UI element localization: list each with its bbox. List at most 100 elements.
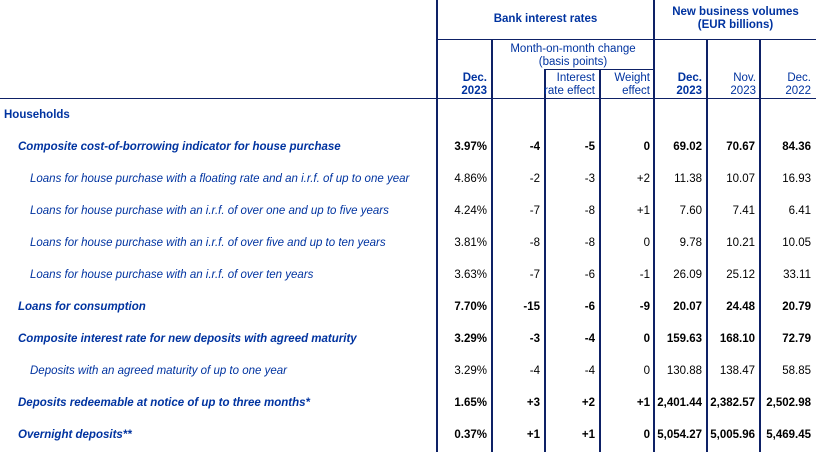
mom-change-value: +1 bbox=[526, 429, 540, 441]
nbv-line1: New business volumes bbox=[672, 6, 799, 18]
column-header-vol-dec-2022: Dec. 2022 bbox=[760, 72, 811, 98]
column-header-weight-effect: Weight effect bbox=[600, 72, 650, 98]
col-line2: 2023 bbox=[461, 85, 487, 97]
mom-change-value: -7 bbox=[529, 269, 540, 281]
divider-vertical-we bbox=[599, 70, 601, 452]
table-body: Households Composite cost-of-borrowing i… bbox=[0, 99, 816, 451]
group-header-new-business-volumes: New business volumes (EUR billions) bbox=[655, 6, 816, 32]
volume-nov-2023: 138.47 bbox=[719, 365, 755, 377]
table-row-cocb-house-purchase: Composite cost-of-borrowing indicator fo… bbox=[0, 131, 816, 163]
weight-effect-value: 0 bbox=[643, 429, 650, 441]
mom-change-value: -4 bbox=[529, 365, 540, 377]
divider-vertical-main-mid bbox=[653, 0, 655, 452]
interest-rate-effect-value: -5 bbox=[584, 141, 595, 153]
col-line1: Interest bbox=[556, 72, 595, 84]
table-row-irf-one-to-five: Loans for house purchase with an i.r.f. … bbox=[0, 195, 816, 227]
volume-dec-2023: 26.09 bbox=[673, 269, 702, 281]
interest-rate-effect-value: -4 bbox=[584, 365, 595, 377]
volume-dec-2022: 58.85 bbox=[782, 365, 811, 377]
weight-effect-value: 0 bbox=[643, 365, 650, 377]
mom-change-value: -7 bbox=[529, 205, 540, 217]
weight-effect-value: 0 bbox=[643, 333, 650, 345]
weight-effect-value: +2 bbox=[636, 173, 650, 185]
nbv-line2: (EUR billions) bbox=[697, 19, 774, 31]
table-row-deposits-redeemable: Deposits redeemable at notice of up to t… bbox=[0, 387, 816, 419]
volume-nov-2023: 24.48 bbox=[726, 301, 755, 313]
weight-effect-value: 0 bbox=[643, 141, 650, 153]
row-label: Loans for house purchase with an i.r.f. … bbox=[30, 269, 314, 281]
column-header-vol-nov-2023: Nov. 2023 bbox=[707, 72, 756, 98]
volume-dec-2023: 2,401.44 bbox=[657, 397, 702, 409]
col-line2: 2023 bbox=[676, 85, 702, 97]
interest-rate-effect-value: -3 bbox=[584, 173, 595, 185]
divider-vertical-dec22 bbox=[759, 40, 761, 452]
row-label: Composite cost-of-borrowing indicator fo… bbox=[18, 141, 341, 153]
row-label: Overnight deposits** bbox=[18, 429, 132, 441]
mom-change-value: -8 bbox=[529, 237, 540, 249]
mom-line2: (basis points) bbox=[538, 56, 608, 68]
row-label: Composite interest rate for new deposits… bbox=[18, 333, 357, 345]
interest-rate-effect-value: +1 bbox=[581, 429, 595, 441]
col-line2: 2022 bbox=[785, 85, 811, 97]
interest-rate-effect-value: -4 bbox=[584, 333, 595, 345]
divider-horizontal-header-bottom bbox=[0, 97, 816, 99]
volume-nov-2023: 2,382.57 bbox=[710, 397, 755, 409]
col-line2: rate effect bbox=[544, 85, 595, 97]
volume-dec-2023: 7.60 bbox=[679, 205, 702, 217]
volume-dec-2022: 2,502.98 bbox=[766, 397, 811, 409]
mom-change-value: -4 bbox=[529, 141, 540, 153]
rate-value: 3.97% bbox=[454, 141, 487, 153]
volume-nov-2023: 10.07 bbox=[726, 173, 755, 185]
weight-effect-value: -1 bbox=[639, 269, 650, 281]
volume-dec-2023: 11.38 bbox=[674, 173, 702, 185]
rate-value: 1.65% bbox=[454, 397, 487, 409]
interest-rate-effect-value: -6 bbox=[584, 269, 595, 281]
row-label: Loans for house purchase with a floating… bbox=[30, 173, 410, 185]
divider-horizontal-group bbox=[436, 38, 816, 40]
weight-effect-value: +1 bbox=[636, 205, 650, 217]
weight-effect-value: 0 bbox=[643, 237, 650, 249]
volume-dec-2022: 33.11 bbox=[783, 269, 811, 281]
volume-nov-2023: 70.67 bbox=[726, 141, 755, 153]
column-header-interest-rate-effect: Interest rate effect bbox=[540, 72, 595, 98]
rate-value: 4.86% bbox=[454, 173, 487, 185]
col-line1: Weight bbox=[614, 72, 650, 84]
table-row-households: Households bbox=[0, 99, 816, 131]
volume-dec-2022: 72.79 bbox=[782, 333, 811, 345]
volume-dec-2022: 16.93 bbox=[782, 173, 811, 185]
volume-nov-2023: 168.10 bbox=[719, 333, 755, 345]
volume-dec-2023: 130.88 bbox=[666, 365, 702, 377]
interest-rate-effect-value: -8 bbox=[584, 205, 595, 217]
group-header-bank-interest-rates: Bank interest rates bbox=[493, 13, 598, 25]
divider-vertical-chg bbox=[491, 40, 493, 452]
rate-value: 3.63% bbox=[454, 269, 487, 281]
row-label: Loans for house purchase with an i.r.f. … bbox=[30, 237, 386, 249]
divider-vertical-nov bbox=[706, 40, 708, 452]
divider-vertical-main-left bbox=[436, 0, 438, 452]
rate-value: 4.24% bbox=[454, 205, 487, 217]
interest-rate-effect-value: -6 bbox=[584, 301, 595, 313]
subgroup-header-mom-change: Month-on-month change (basis points) bbox=[492, 43, 654, 69]
volume-dec-2023: 20.07 bbox=[673, 301, 702, 313]
volume-nov-2023: 10.21 bbox=[726, 237, 755, 249]
table-row-irf-over-ten: Loans for house purchase with an i.r.f. … bbox=[0, 259, 816, 291]
table-row-floating-rate: Loans for house purchase with a floating… bbox=[0, 163, 816, 195]
col-line1: Nov. bbox=[733, 72, 756, 84]
column-header-rate-dec-2023: Dec. 2023 bbox=[437, 72, 487, 98]
table-row-composite-deposits: Composite interest rate for new deposits… bbox=[0, 323, 816, 355]
divider-vertical-ire bbox=[544, 70, 546, 452]
col-line1: Dec. bbox=[787, 72, 811, 84]
weight-effect-value: +1 bbox=[636, 397, 650, 409]
weight-effect-value: -9 bbox=[639, 301, 650, 313]
volume-dec-2022: 20.79 bbox=[782, 301, 811, 313]
rate-value: 7.70% bbox=[454, 301, 487, 313]
mom-change-value: -3 bbox=[529, 333, 540, 345]
table-row-irf-five-to-ten: Loans for house purchase with an i.r.f. … bbox=[0, 227, 816, 259]
divider-horizontal-effects bbox=[544, 68, 655, 70]
volume-dec-2022: 5,469.45 bbox=[766, 429, 811, 441]
volume-nov-2023: 7.41 bbox=[732, 205, 755, 217]
volume-dec-2022: 6.41 bbox=[788, 205, 811, 217]
col-line1: Dec. bbox=[462, 72, 487, 84]
table-row-deposits-up-to-one-year: Deposits with an agreed maturity of up t… bbox=[0, 355, 816, 387]
